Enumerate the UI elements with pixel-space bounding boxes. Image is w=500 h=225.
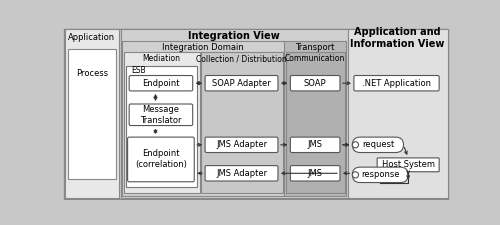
Text: request: request	[362, 140, 394, 149]
FancyBboxPatch shape	[377, 158, 439, 172]
Text: Communication: Communication	[285, 54, 346, 63]
FancyBboxPatch shape	[68, 49, 116, 180]
Circle shape	[352, 172, 358, 178]
FancyBboxPatch shape	[201, 52, 282, 193]
FancyBboxPatch shape	[124, 52, 200, 193]
Text: Integration View: Integration View	[188, 31, 280, 41]
Text: Application and
Information View: Application and Information View	[350, 27, 444, 49]
Text: Application: Application	[68, 33, 116, 42]
Text: JMS: JMS	[308, 140, 322, 149]
Text: Host System: Host System	[382, 160, 434, 169]
FancyBboxPatch shape	[205, 166, 278, 181]
FancyBboxPatch shape	[290, 76, 340, 91]
FancyBboxPatch shape	[352, 167, 408, 182]
FancyBboxPatch shape	[128, 137, 194, 182]
FancyBboxPatch shape	[64, 29, 448, 199]
Circle shape	[352, 142, 358, 148]
Text: .NET Application: .NET Application	[362, 79, 431, 88]
FancyBboxPatch shape	[354, 76, 439, 91]
Text: Endpoint
(correlation): Endpoint (correlation)	[135, 149, 187, 169]
Text: Message
Translator: Message Translator	[140, 105, 181, 125]
FancyBboxPatch shape	[290, 137, 340, 153]
FancyBboxPatch shape	[205, 137, 278, 153]
FancyBboxPatch shape	[65, 29, 119, 198]
Text: Transport: Transport	[296, 43, 335, 52]
Text: Mediation: Mediation	[142, 54, 180, 63]
Text: Endpoint: Endpoint	[142, 79, 180, 88]
FancyBboxPatch shape	[286, 52, 344, 193]
FancyBboxPatch shape	[290, 166, 340, 181]
FancyBboxPatch shape	[126, 65, 198, 187]
Text: response: response	[361, 170, 400, 179]
FancyBboxPatch shape	[120, 29, 348, 198]
FancyBboxPatch shape	[205, 76, 278, 91]
FancyBboxPatch shape	[122, 41, 284, 196]
Text: Collection / Distribution: Collection / Distribution	[196, 54, 287, 63]
Text: Process: Process	[76, 69, 108, 78]
Text: SOAP: SOAP	[304, 79, 326, 88]
Text: Integration Domain: Integration Domain	[162, 43, 244, 52]
FancyBboxPatch shape	[129, 104, 192, 126]
Text: JMS Adapter: JMS Adapter	[216, 169, 267, 178]
Text: JMS: JMS	[308, 169, 322, 178]
FancyBboxPatch shape	[348, 29, 448, 198]
Text: JMS Adapter: JMS Adapter	[216, 140, 267, 149]
Text: ESB: ESB	[132, 66, 146, 75]
FancyBboxPatch shape	[129, 76, 192, 91]
FancyBboxPatch shape	[284, 41, 346, 196]
Text: SOAP Adapter: SOAP Adapter	[212, 79, 271, 88]
FancyBboxPatch shape	[352, 137, 404, 153]
